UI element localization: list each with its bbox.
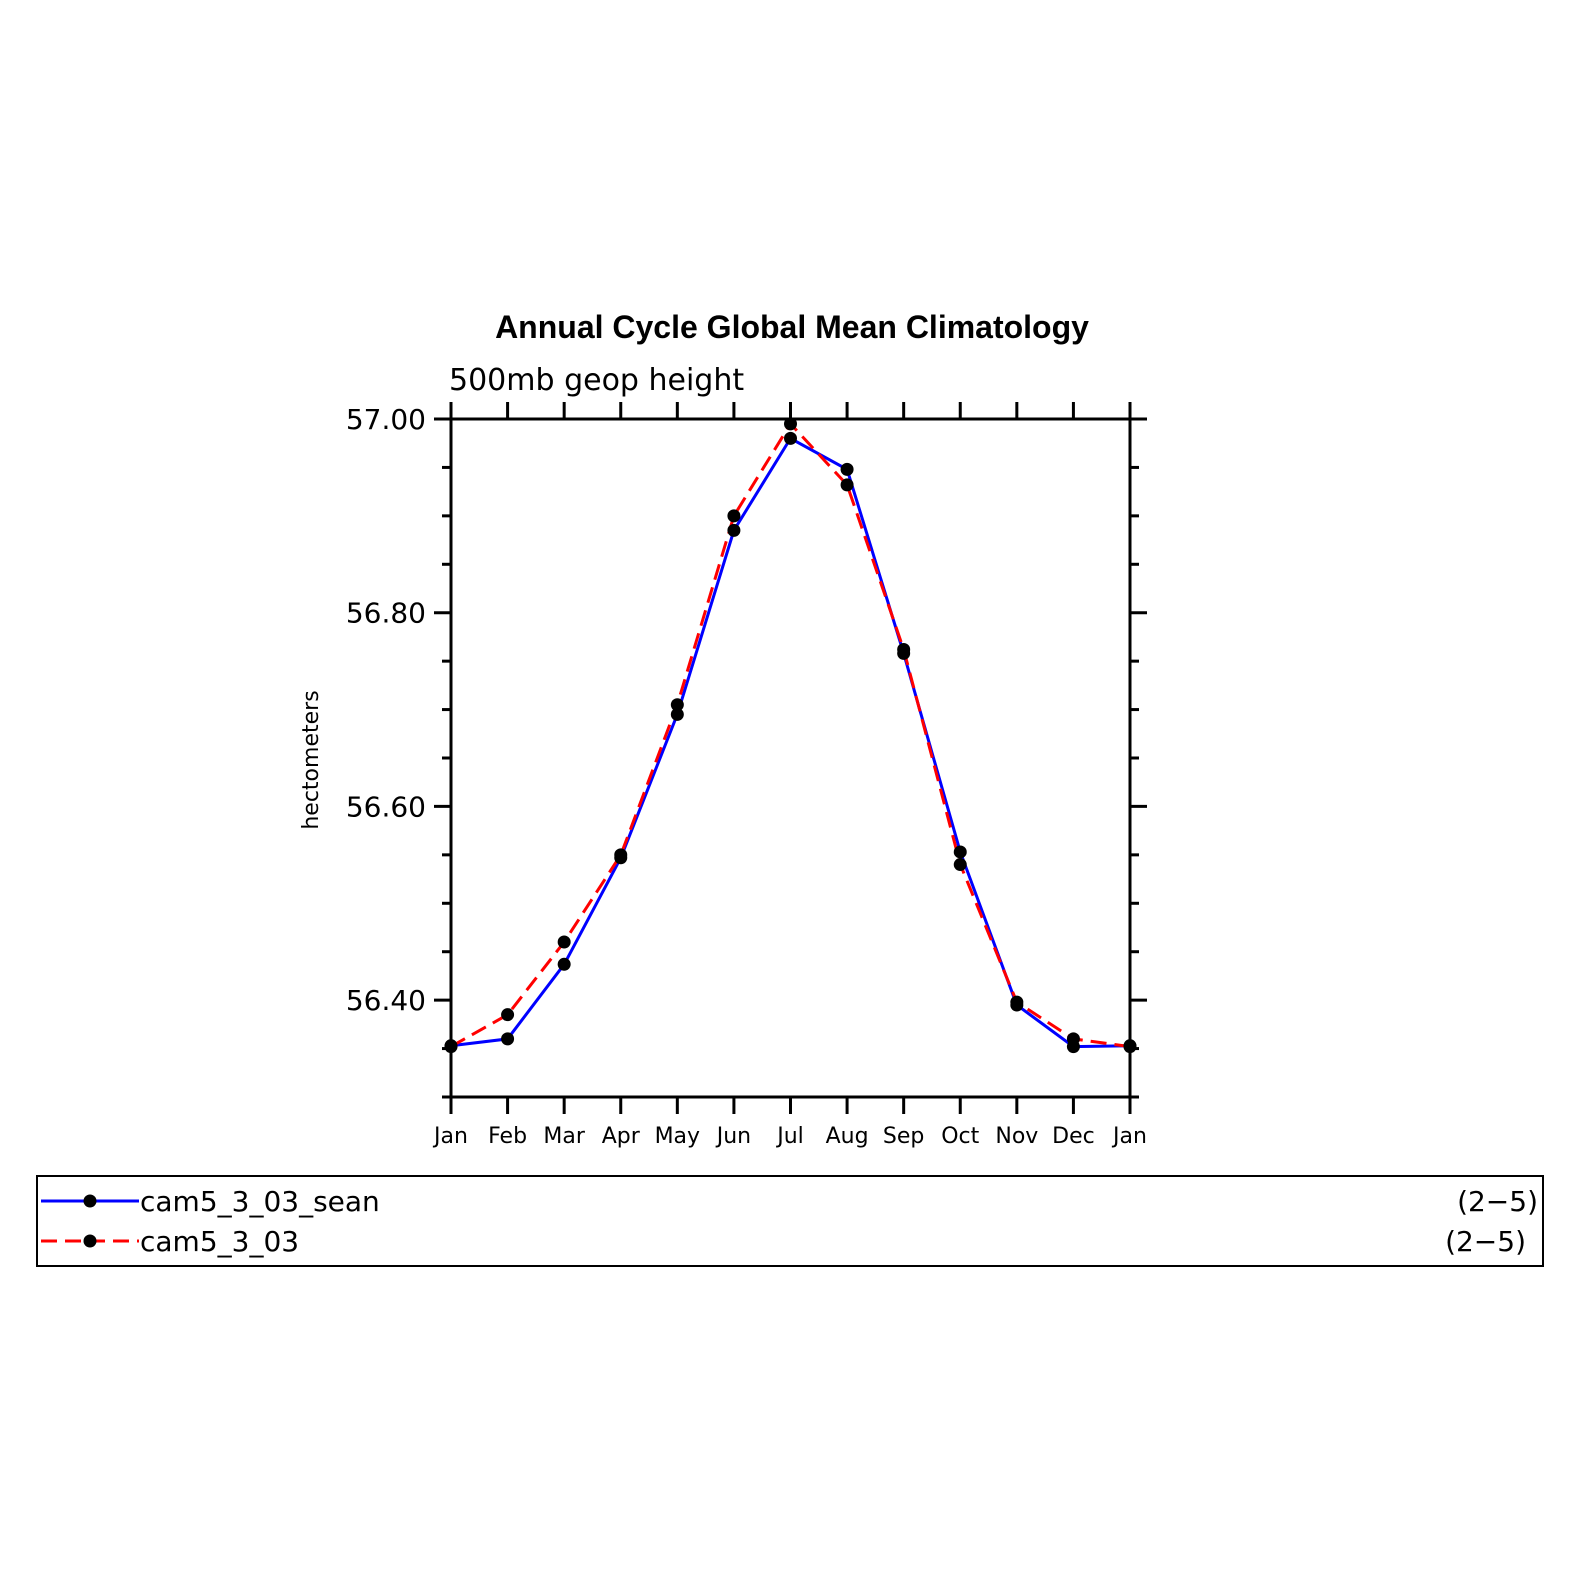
x-tick-label: Dec — [1052, 1124, 1095, 1149]
data-point-cam5_3_03_sean — [727, 523, 741, 537]
series-layer — [444, 417, 1137, 1054]
data-point-cam5_3_03 — [1010, 995, 1024, 1009]
data-point-cam5_3_03 — [953, 858, 967, 872]
legend-label: cam5_3_03_sean — [140, 1185, 380, 1218]
legend-range-label: (2−5) — [1445, 1225, 1526, 1258]
x-tick-label: Jan — [1111, 1124, 1147, 1149]
axes: Jan Feb Mar Apr May Jun Jul Aug Sep Oct Nov Dec Jan 5… — [346, 402, 1147, 1149]
data-point-cam5_3_03 — [444, 1040, 458, 1054]
x-tick-label: Nov — [995, 1124, 1038, 1149]
data-point-cam5_3_03 — [670, 698, 684, 712]
data-point-cam5_3_03_sean — [670, 707, 684, 721]
data-point-cam5_3_03_sean — [840, 462, 854, 476]
x-tick-label: Mar — [543, 1124, 585, 1149]
x-tick-label: Jun — [715, 1124, 751, 1149]
data-point-cam5_3_03_sean — [557, 957, 571, 971]
data-point-cam5_3_03 — [784, 417, 797, 431]
x-tick-label: Sep — [883, 1124, 924, 1149]
data-point-cam5_3_03 — [897, 643, 911, 657]
y-axis-label: hectometers — [299, 690, 324, 829]
legend-label: cam5_3_03 — [140, 1225, 299, 1258]
x-tick-label: Aug — [826, 1124, 869, 1149]
y-tick-label: 56.80 — [346, 597, 426, 630]
data-point-cam5_3_03 — [501, 1008, 515, 1022]
data-point-cam5_3_03 — [1066, 1032, 1080, 1046]
data-point-cam5_3_03 — [557, 935, 571, 949]
series-line-cam5_3_03_sean — [450, 436, 1131, 1049]
x-tick-label: Oct — [941, 1124, 979, 1149]
chart-title: Annual Cycle Global Mean Climatology — [495, 309, 1089, 345]
y-tick-label: 56.40 — [346, 984, 426, 1017]
x-tick-label: Apr — [602, 1124, 641, 1149]
x-tick-label: May — [655, 1124, 700, 1149]
series-line-cam5_3_03 — [450, 421, 1131, 1049]
data-point-cam5_3_03 — [1123, 1040, 1137, 1054]
x-tick-label: Jan — [432, 1124, 468, 1149]
legend-range-label: (2−5) — [1457, 1185, 1538, 1218]
data-point-cam5_3_03_sean — [784, 431, 797, 445]
data-point-cam5_3_03 — [614, 848, 628, 862]
y-tick-label: 57.00 — [346, 403, 426, 436]
chart-subtitle: 500mb geop height — [449, 363, 744, 398]
legend-marker — [83, 1194, 97, 1208]
data-point-cam5_3_03 — [840, 478, 854, 492]
legend: cam5_3_03_sean (2−5) cam5_3_03 (2−5) — [36, 1175, 1544, 1267]
legend-frame — [36, 1175, 1544, 1267]
plot-frame — [449, 417, 1132, 1099]
y-tick-label: 56.60 — [346, 790, 426, 823]
data-point-cam5_3_03_sean — [953, 845, 967, 859]
legend-marker — [83, 1234, 97, 1248]
data-point-cam5_3_03_sean — [501, 1032, 515, 1046]
data-point-cam5_3_03 — [727, 509, 741, 523]
x-tick-label: Feb — [488, 1124, 527, 1149]
x-tick-label: Jul — [775, 1124, 804, 1149]
